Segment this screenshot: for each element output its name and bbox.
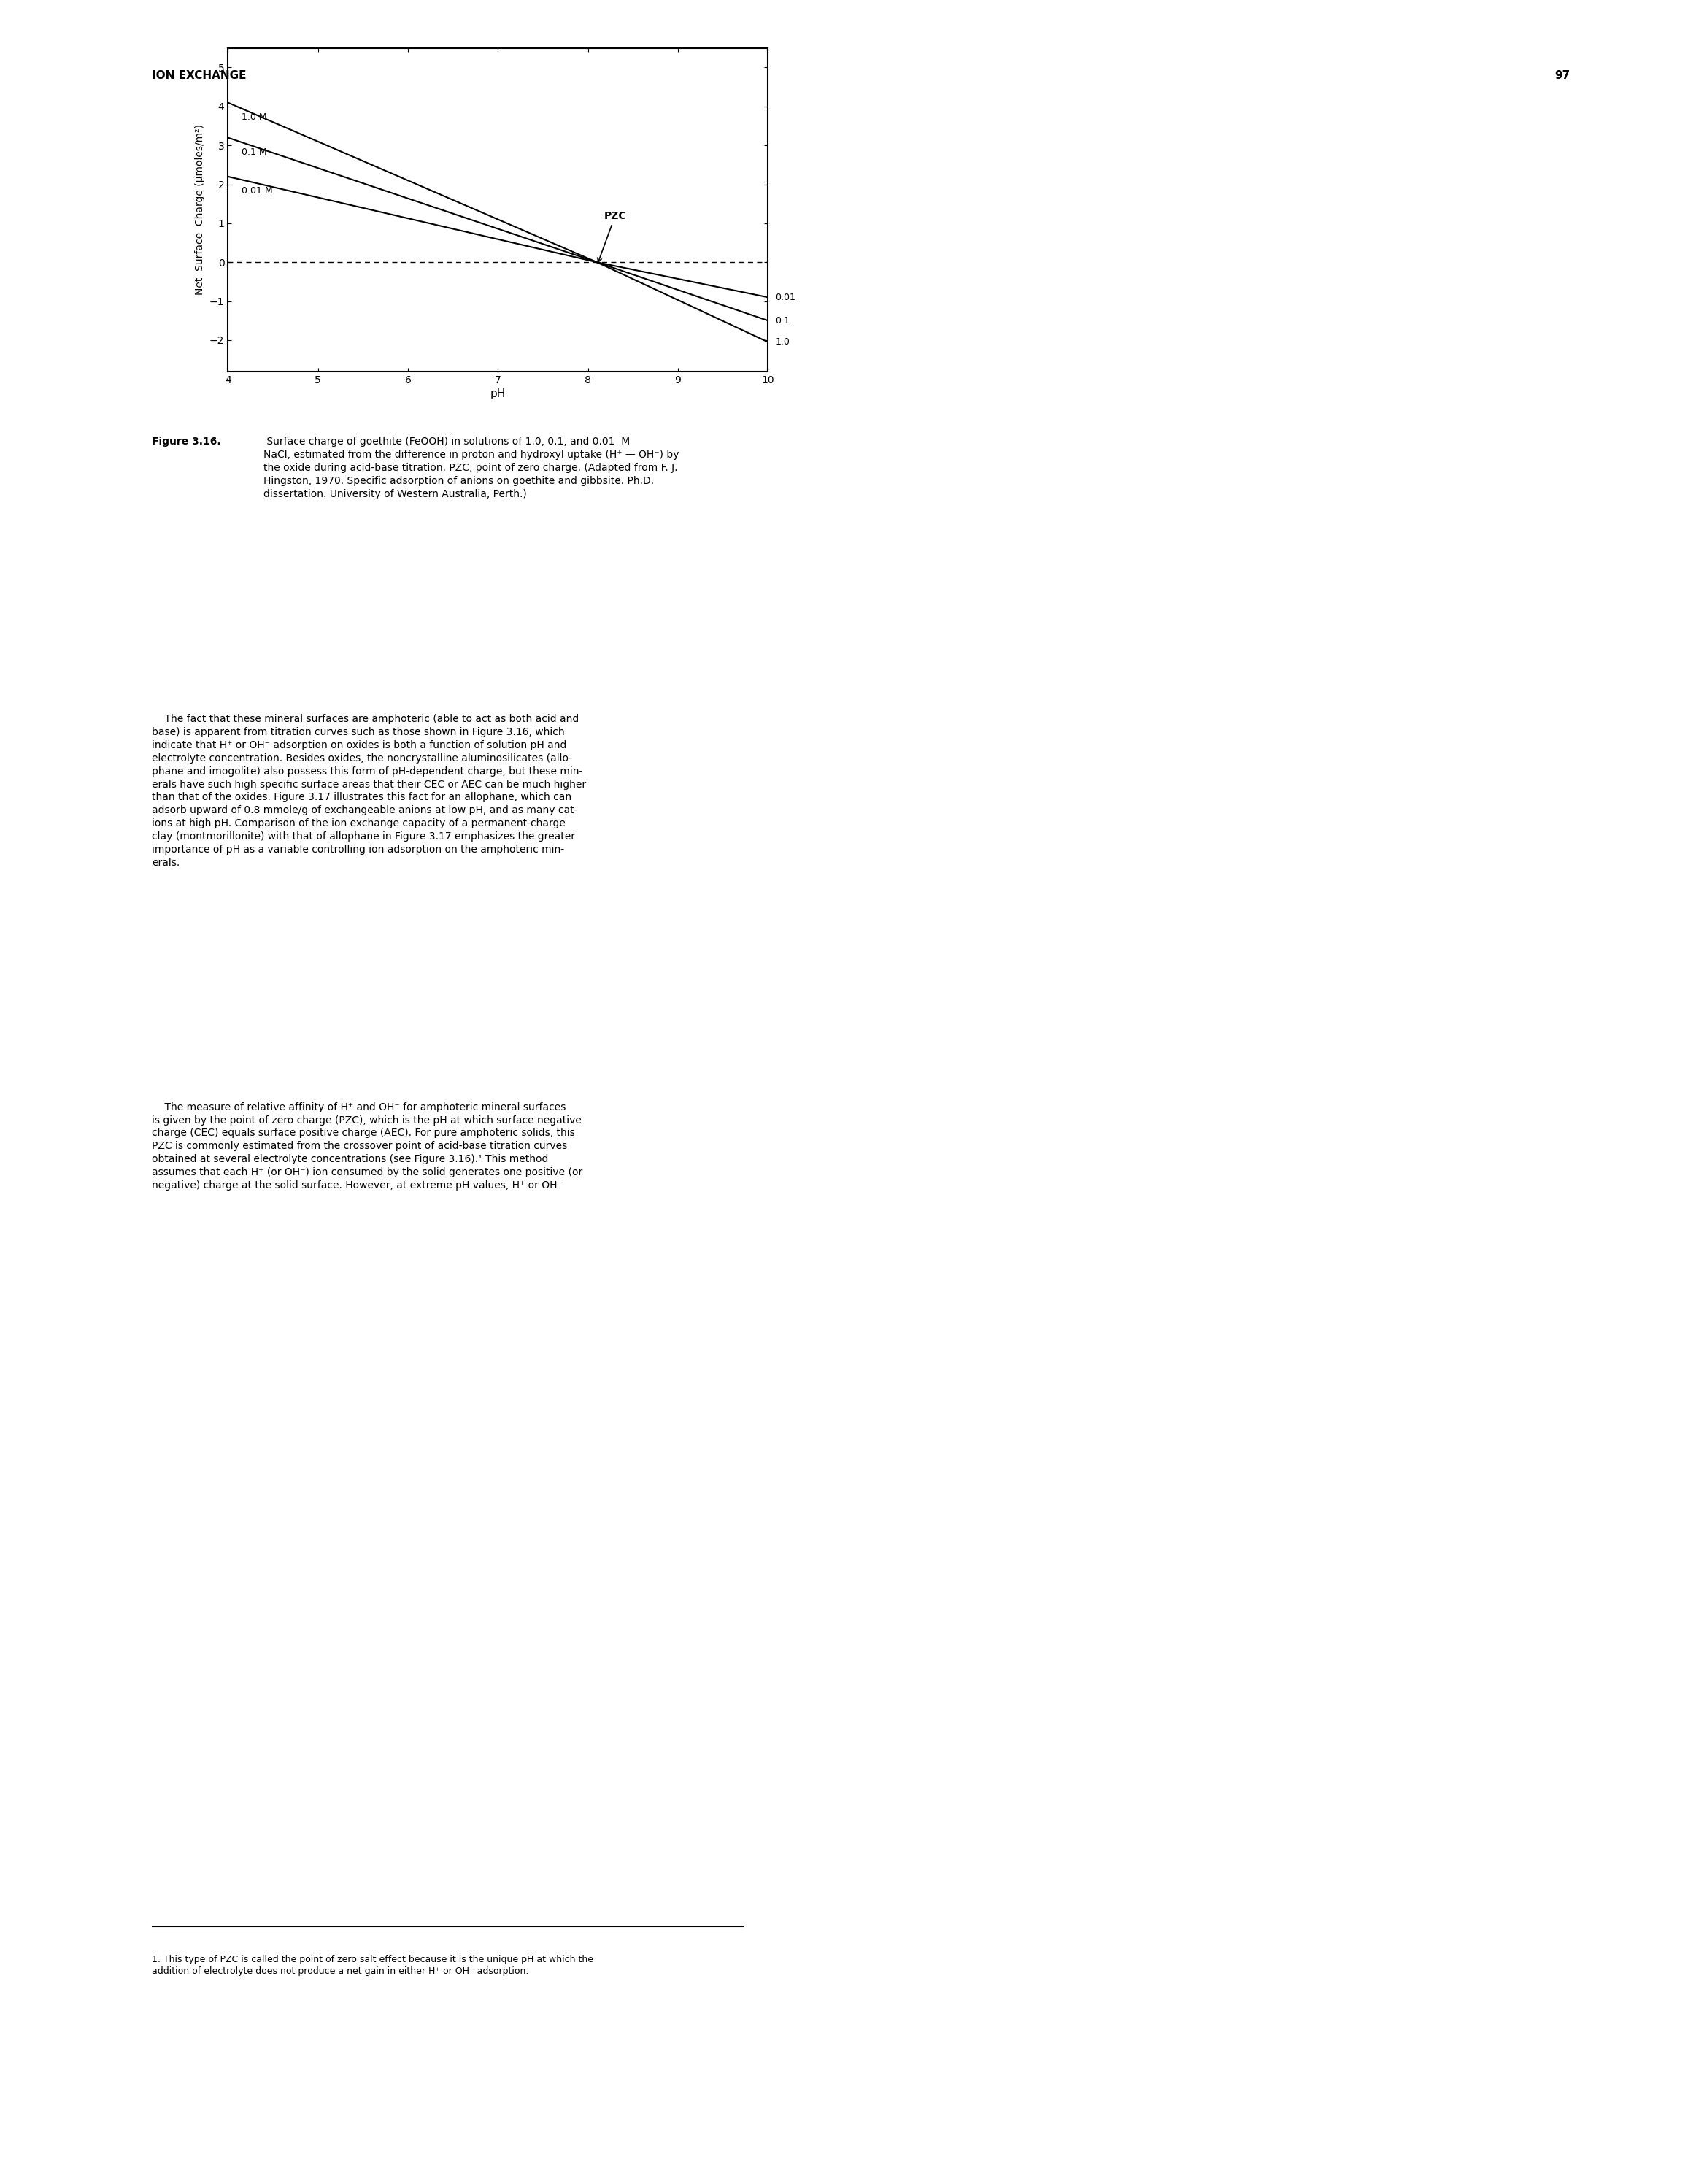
Text: 0.01 M: 0.01 M <box>241 186 272 197</box>
Text: ION EXCHANGE: ION EXCHANGE <box>152 70 246 81</box>
Text: Figure 3.16.: Figure 3.16. <box>152 437 221 448</box>
Text: 97: 97 <box>1555 70 1570 81</box>
Text: 1. This type of PZC is called the ​point of zero salt effect because it is the u: 1. This type of PZC is called the ​point… <box>152 1955 594 1977</box>
Text: PZC: PZC <box>598 212 626 262</box>
Text: 0.1 M: 0.1 M <box>241 146 267 157</box>
Text: The measure of relative affinity of H⁺ and OH⁻ for amphoteric mineral surfaces
i: The measure of relative affinity of H⁺ a… <box>152 1103 582 1190</box>
Y-axis label: Net  Surface  Charge (μmoles/m²): Net Surface Charge (μmoles/m²) <box>196 124 206 295</box>
Text: 0.01: 0.01 <box>775 293 795 301</box>
Text: 1.0 M: 1.0 M <box>241 111 267 122</box>
Text: Surface charge of goethite (FeOOH) in solutions of 1.0, 0.1, and 0.01  M
NaCl, e: Surface charge of goethite (FeOOH) in so… <box>263 437 679 500</box>
Text: 0.1: 0.1 <box>775 317 790 325</box>
Text: The fact that these mineral surfaces are amphoteric (able to act as both acid an: The fact that these mineral surfaces are… <box>152 714 586 867</box>
Text: 1.0: 1.0 <box>775 336 790 347</box>
X-axis label: pH: pH <box>490 389 506 400</box>
